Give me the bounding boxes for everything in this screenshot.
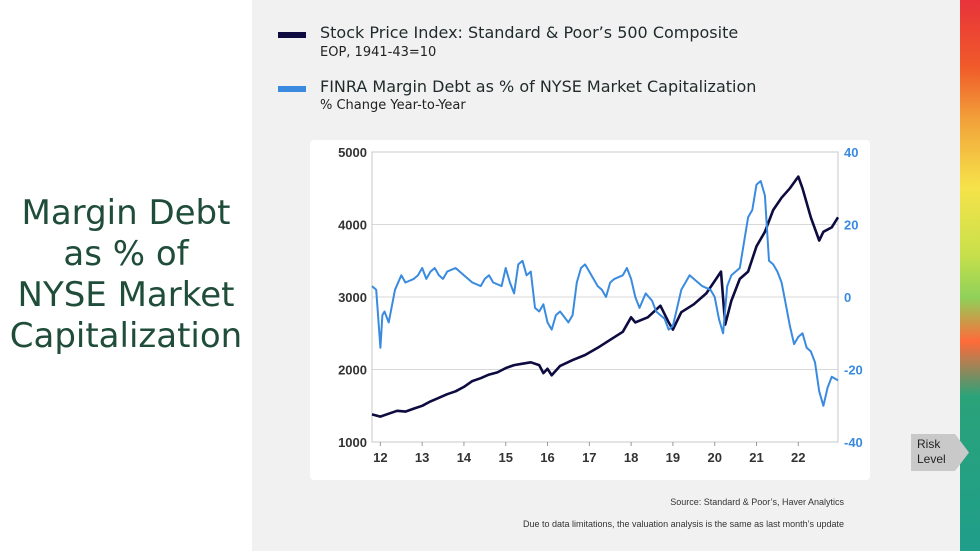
x-tick-label: 16: [540, 450, 554, 465]
risk-level-bar: [960, 0, 980, 551]
slide-title: Margin Debt as % of NYSE Market Capitali…: [0, 193, 252, 357]
x-tick-label: 19: [666, 450, 680, 465]
x-tick-label: 14: [457, 450, 472, 465]
arrow-right-icon: [911, 434, 969, 471]
x-tick-label: 17: [582, 450, 596, 465]
plot-frame: [371, 151, 839, 443]
y-left-tick-label: 1000: [338, 435, 367, 450]
x-tick-label: 18: [624, 450, 638, 465]
risk-label-line: Level: [917, 452, 946, 466]
slide-title-line: as % of: [63, 234, 189, 274]
y-left-tick-label: 4000: [338, 218, 367, 233]
legend-title-margin-debt: FINRA Margin Debt as % of NYSE Market Ca…: [320, 77, 757, 96]
x-tick-label: 12: [373, 450, 387, 465]
x-tick-label: 22: [791, 450, 805, 465]
y-left-tick-label: 2000: [338, 363, 367, 378]
source-note: Source: Standard & Poor’s, Haver Analyti…: [670, 497, 844, 507]
x-tick-label: 13: [415, 450, 429, 465]
data-limitation-note: Due to data limitations, the valuation a…: [522, 519, 844, 529]
legend-swatch-margin-debt: [278, 86, 306, 92]
x-tick-label: 15: [499, 450, 513, 465]
y-right-tick-label: -20: [844, 363, 863, 378]
slide-title-line: NYSE Market: [17, 275, 235, 315]
risk-label-line: Risk: [917, 437, 941, 451]
y-left-tick-label: 5000: [338, 145, 367, 160]
y-left-tick-label: 3000: [338, 290, 367, 305]
legend-swatch-sp500: [278, 32, 306, 38]
y-right-tick-label: 20: [844, 218, 858, 233]
sp500-line: [371, 175, 840, 418]
x-tick-label: 21: [749, 450, 763, 465]
y-right-tick-label: -40: [844, 435, 863, 450]
risk-level-pointer: Risk Level: [911, 434, 969, 471]
slide-title-line: Margin Debt: [21, 193, 231, 233]
y-right-tick-label: 0: [844, 290, 851, 305]
legend-subtitle-sp500: EOP, 1941-43=10: [320, 45, 437, 60]
legend-title-sp500: Stock Price Index: Standard & Poor’s 500…: [320, 23, 739, 42]
slide-title-line: Capitalization: [9, 316, 243, 356]
x-tick-label: 20: [707, 450, 721, 465]
legend-subtitle-margin-debt: % Change Year-to-Year: [320, 98, 466, 113]
chart-area: 1000 2000 3000 4000 5000 -40 -20 0 20 40 12 13 14 15 1…: [310, 140, 870, 480]
chart-svg: 1000 2000 3000 4000 5000 -40 -20 0 20 40 12 13 14 15 1…: [338, 145, 863, 465]
risk-level-label: Risk Level: [917, 437, 946, 467]
left-panel: Margin Debt as % of NYSE Market Capitali…: [0, 0, 252, 551]
y-right-tick-label: 40: [844, 145, 858, 160]
margin-debt-line: [371, 180, 839, 407]
